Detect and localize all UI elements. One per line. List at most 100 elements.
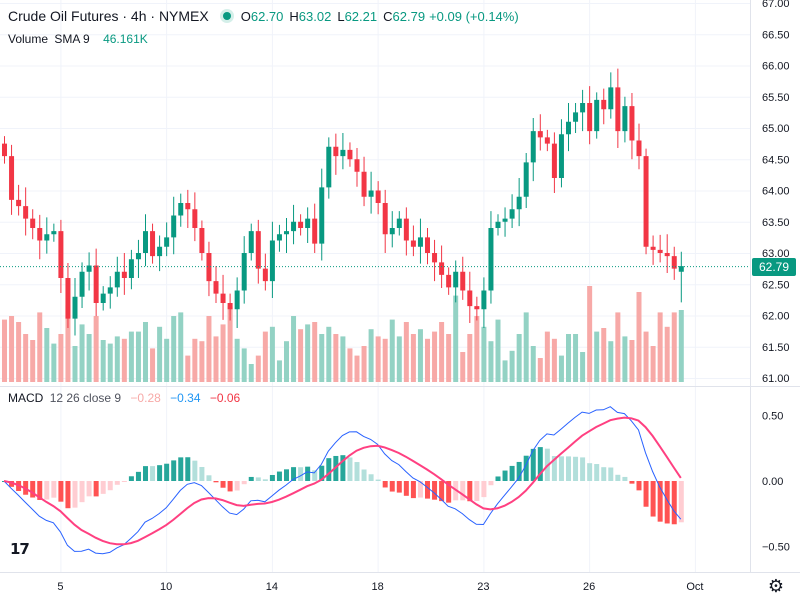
macd-histogram-bar [128,476,134,481]
volume-bar [580,352,586,382]
candle-body [150,231,156,257]
tradingview-logo-icon[interactable]: 17 [10,540,30,558]
candle-body [213,281,219,294]
price-axis-label: 64.50 [762,154,790,166]
price-axis-label: 62.50 [762,279,790,291]
macd-histogram-bar [121,481,127,482]
price-axis-label: 66.50 [762,29,790,41]
macd-line [3,406,682,555]
candle-body [664,253,670,257]
volume-bar [601,328,607,382]
volume-bar [425,338,430,382]
macd-histogram-bar [509,465,515,481]
candle-body [382,203,388,235]
candle-body [227,303,233,310]
candle-body [403,218,409,241]
macd-histogram-bar [516,461,522,481]
macd-histogram-bar [558,456,564,481]
volume-bar [333,334,339,382]
volume-bar [51,343,57,382]
volume-bar [502,360,508,382]
price-axis-label: 67.00 [762,0,790,10]
candle-body [340,149,346,157]
price-axis-label: 61.00 [762,373,790,385]
candle-body [2,143,7,157]
volume-bar [312,322,318,382]
volume-bar [460,352,466,382]
macd-histogram-bar [566,456,571,481]
candle-body [312,218,318,244]
macd-histogram-bar [530,448,536,481]
volume-bar [544,331,550,382]
volume-bar [488,341,494,382]
gear-icon[interactable]: ⚙ [767,576,785,596]
candle-body [93,265,99,303]
volume-bar [410,334,416,382]
candle-body [594,99,600,132]
time-axis-label: Oct [686,581,703,593]
macd-histogram-bar [164,463,170,481]
macd-histogram-bar [551,456,557,481]
volume-bar [396,336,402,382]
candle-body [192,209,198,228]
volume-bar [636,292,642,382]
volume-bar [643,331,649,382]
symbol-title[interactable]: Crude Oil Futures · 4h · NYMEX [8,8,209,24]
candle-body [544,137,550,144]
volume-bar [227,306,233,382]
macd-histogram-bar [396,481,402,493]
macd-histogram-bar [340,455,346,481]
candle-body [171,215,177,238]
volume-bar [65,305,71,382]
volume-header[interactable]: Volume SMA 9 46.161K [8,32,152,46]
macd-histogram-bar [657,481,663,522]
volume-bar [2,319,7,382]
candle-body [580,103,586,113]
candle-body [100,293,106,303]
volume-bar [481,326,487,382]
candle-body [587,103,593,132]
macd-histogram-bar [425,481,430,499]
macd-histogram-bar [255,477,261,481]
volume-bar [284,341,289,382]
candle-body [488,228,494,291]
price-axis-label: 63.50 [762,217,790,229]
macd-histogram-bar [587,463,593,481]
volume-bar [23,334,29,382]
macd-histogram-bar [368,474,374,481]
macd-histogram-bar [636,481,642,491]
signal-line [3,416,682,546]
macd-histogram-bar [502,470,508,481]
volume-bar [206,316,212,382]
macd-histogram-bar [432,481,438,500]
volume-bar [432,331,438,382]
macd-histogram-bar [678,481,684,523]
candle-body [199,228,205,253]
macd-histogram-bar [72,481,78,508]
volume-bar [185,355,191,382]
macd-histogram-bar [615,474,621,481]
candle-body [157,246,163,257]
volume-bar [58,334,64,382]
candle-body [23,206,29,219]
macd-histogram-bar [389,481,395,492]
volume-bar [417,329,423,382]
price-axis-label: 64.00 [762,186,790,198]
volume-ma-label: SMA 9 [54,32,90,46]
candle-body [276,234,282,241]
volume-bar [143,322,148,382]
volume-bar [255,355,261,382]
macd-header[interactable]: MACD 12 26 close 9 −0.28 −0.34 −0.06 [8,391,240,405]
candle-body [333,146,339,157]
volume-bar [566,334,571,382]
volume-bar [164,338,170,382]
candle-body [629,106,635,141]
volume-bar [135,331,141,382]
candle-body [502,218,508,222]
macd-histogram-bar [467,481,473,502]
candle-body [220,293,226,303]
candle-body [446,274,452,288]
candle-body [530,131,536,163]
macd-histogram-bar [382,481,388,488]
